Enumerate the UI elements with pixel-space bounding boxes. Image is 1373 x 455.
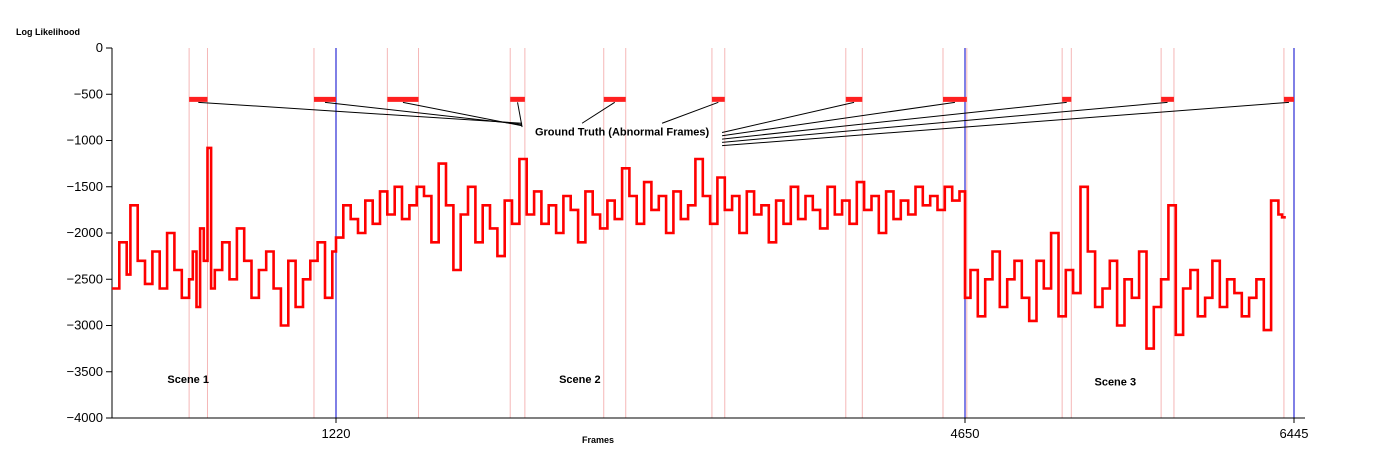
- x-axis-ticks: 1220 4650 6445: [322, 418, 1309, 441]
- ground-truth-leader-2: [402, 101, 523, 127]
- x-tick-label-0: 1220: [322, 426, 351, 441]
- y-tick-label-8: −4000: [66, 410, 103, 425]
- y-axis-ticks: 0 −500 −1000 −1500 −2000 −2500 −3000 −3500 −4000: [66, 40, 112, 425]
- x-tick-label-2: 6445: [1280, 426, 1309, 441]
- y-tick-label-1: −500: [74, 86, 103, 101]
- scene-label-1: Scene 1: [167, 374, 209, 386]
- ground-truth-leader-8: [722, 101, 1067, 140]
- scene-labels: Scene 1 Scene 2 Scene 3: [167, 374, 1136, 389]
- ground-truth-leader-0: [198, 101, 523, 124]
- y-tick-label-6: −3000: [66, 318, 103, 333]
- ground-truth-leader-1: [324, 101, 523, 126]
- x-axis-title: Frames: [582, 435, 614, 445]
- y-tick-label-5: −2500: [66, 271, 103, 286]
- y-tick-label-4: −2000: [66, 225, 103, 240]
- scene-label-2: Scene 2: [559, 374, 601, 386]
- ground-truth-leader-10: [722, 101, 1289, 147]
- ground-truth-leader-lines: [198, 101, 1289, 147]
- ground-truth-leader-4: [581, 101, 616, 124]
- scene-label-3: Scene 3: [1094, 377, 1136, 389]
- ground-truth-leader-5: [661, 101, 719, 124]
- ground-truth-label: Ground Truth (Abnormal Frames): [535, 126, 710, 138]
- ground-truth-leader-3: [517, 102, 523, 128]
- y-axis-title: Log Likelihood: [16, 27, 80, 37]
- series-line-0: [112, 146, 1286, 350]
- series-layer: [112, 146, 1286, 350]
- ground-truth-leader-7: [722, 101, 955, 137]
- y-tick-label-2: −1000: [66, 133, 103, 148]
- y-tick-label-7: −3500: [66, 364, 103, 379]
- y-tick-label-0: 0: [96, 40, 103, 55]
- ground-truth-leader-9: [722, 101, 1168, 143]
- y-tick-label-3: −1500: [66, 179, 103, 194]
- x-tick-label-1: 4650: [951, 426, 980, 441]
- ground-truth-leader-6: [721, 101, 855, 134]
